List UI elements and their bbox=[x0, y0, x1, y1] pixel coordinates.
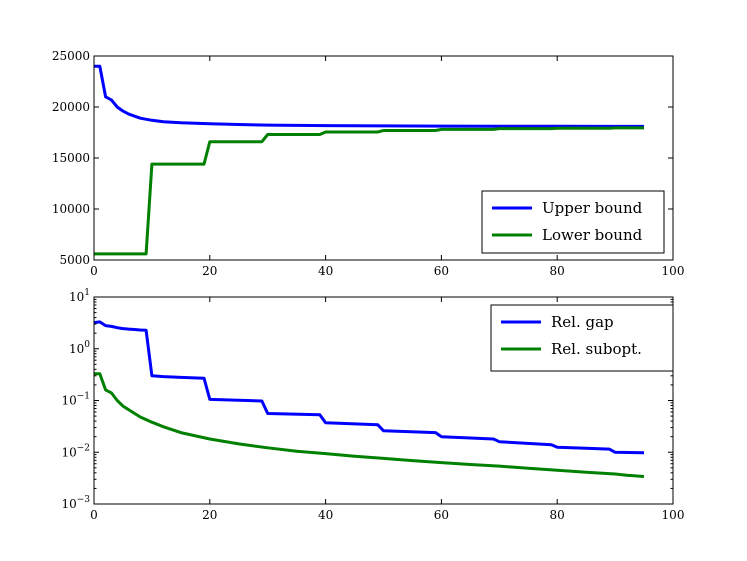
x-tick-label: 100 bbox=[662, 264, 685, 278]
x-tick-label: 20 bbox=[202, 264, 217, 278]
y-tick-label: 10−2 bbox=[61, 443, 90, 459]
x-tick-label: 0 bbox=[90, 508, 98, 522]
legend-label: Rel. subopt. bbox=[551, 340, 642, 358]
x-tick-label: 40 bbox=[318, 264, 333, 278]
x-tick-label: 80 bbox=[550, 508, 565, 522]
series-line-upper-bound bbox=[94, 64, 644, 128]
series-line-lower-bound bbox=[94, 126, 644, 256]
upper-lower-bound-chart: 0 20 40 60 80 100 5000 10000 15000 20000 25000 Uppe… bbox=[52, 49, 685, 278]
x-tick-label: 80 bbox=[550, 264, 565, 278]
x-tick-label: 100 bbox=[662, 508, 685, 522]
legend-label: Lower bound bbox=[542, 226, 643, 244]
legend: Rel. gap Rel. subopt. bbox=[490, 304, 674, 372]
y-tick-label: 20000 bbox=[52, 100, 90, 114]
y-tick-label: 100 bbox=[69, 340, 90, 356]
y-tick-label: 10000 bbox=[52, 202, 90, 216]
y-tick-label: 15000 bbox=[52, 151, 90, 165]
series-line-rel-subopt bbox=[94, 372, 645, 478]
x-tick-label: 0 bbox=[90, 264, 98, 278]
y-tick-label: 101 bbox=[69, 288, 90, 304]
y-tick-label: 10−1 bbox=[61, 392, 90, 408]
x-tick-label: 60 bbox=[434, 508, 449, 522]
series-line-rel-gap bbox=[94, 320, 645, 455]
legend: Upper bound Lower bound bbox=[481, 190, 665, 254]
legend-box bbox=[490, 304, 674, 372]
legend-label: Rel. gap bbox=[551, 313, 614, 331]
legend-box bbox=[481, 190, 665, 254]
x-tick-label: 20 bbox=[202, 508, 217, 522]
x-tick-label: 60 bbox=[434, 264, 449, 278]
legend-label: Upper bound bbox=[542, 199, 643, 217]
y-tick-label: 10−3 bbox=[61, 495, 90, 511]
y-tick-label: 25000 bbox=[52, 49, 90, 63]
y-tick-label: 5000 bbox=[59, 253, 90, 267]
x-tick-label: 40 bbox=[318, 508, 333, 522]
